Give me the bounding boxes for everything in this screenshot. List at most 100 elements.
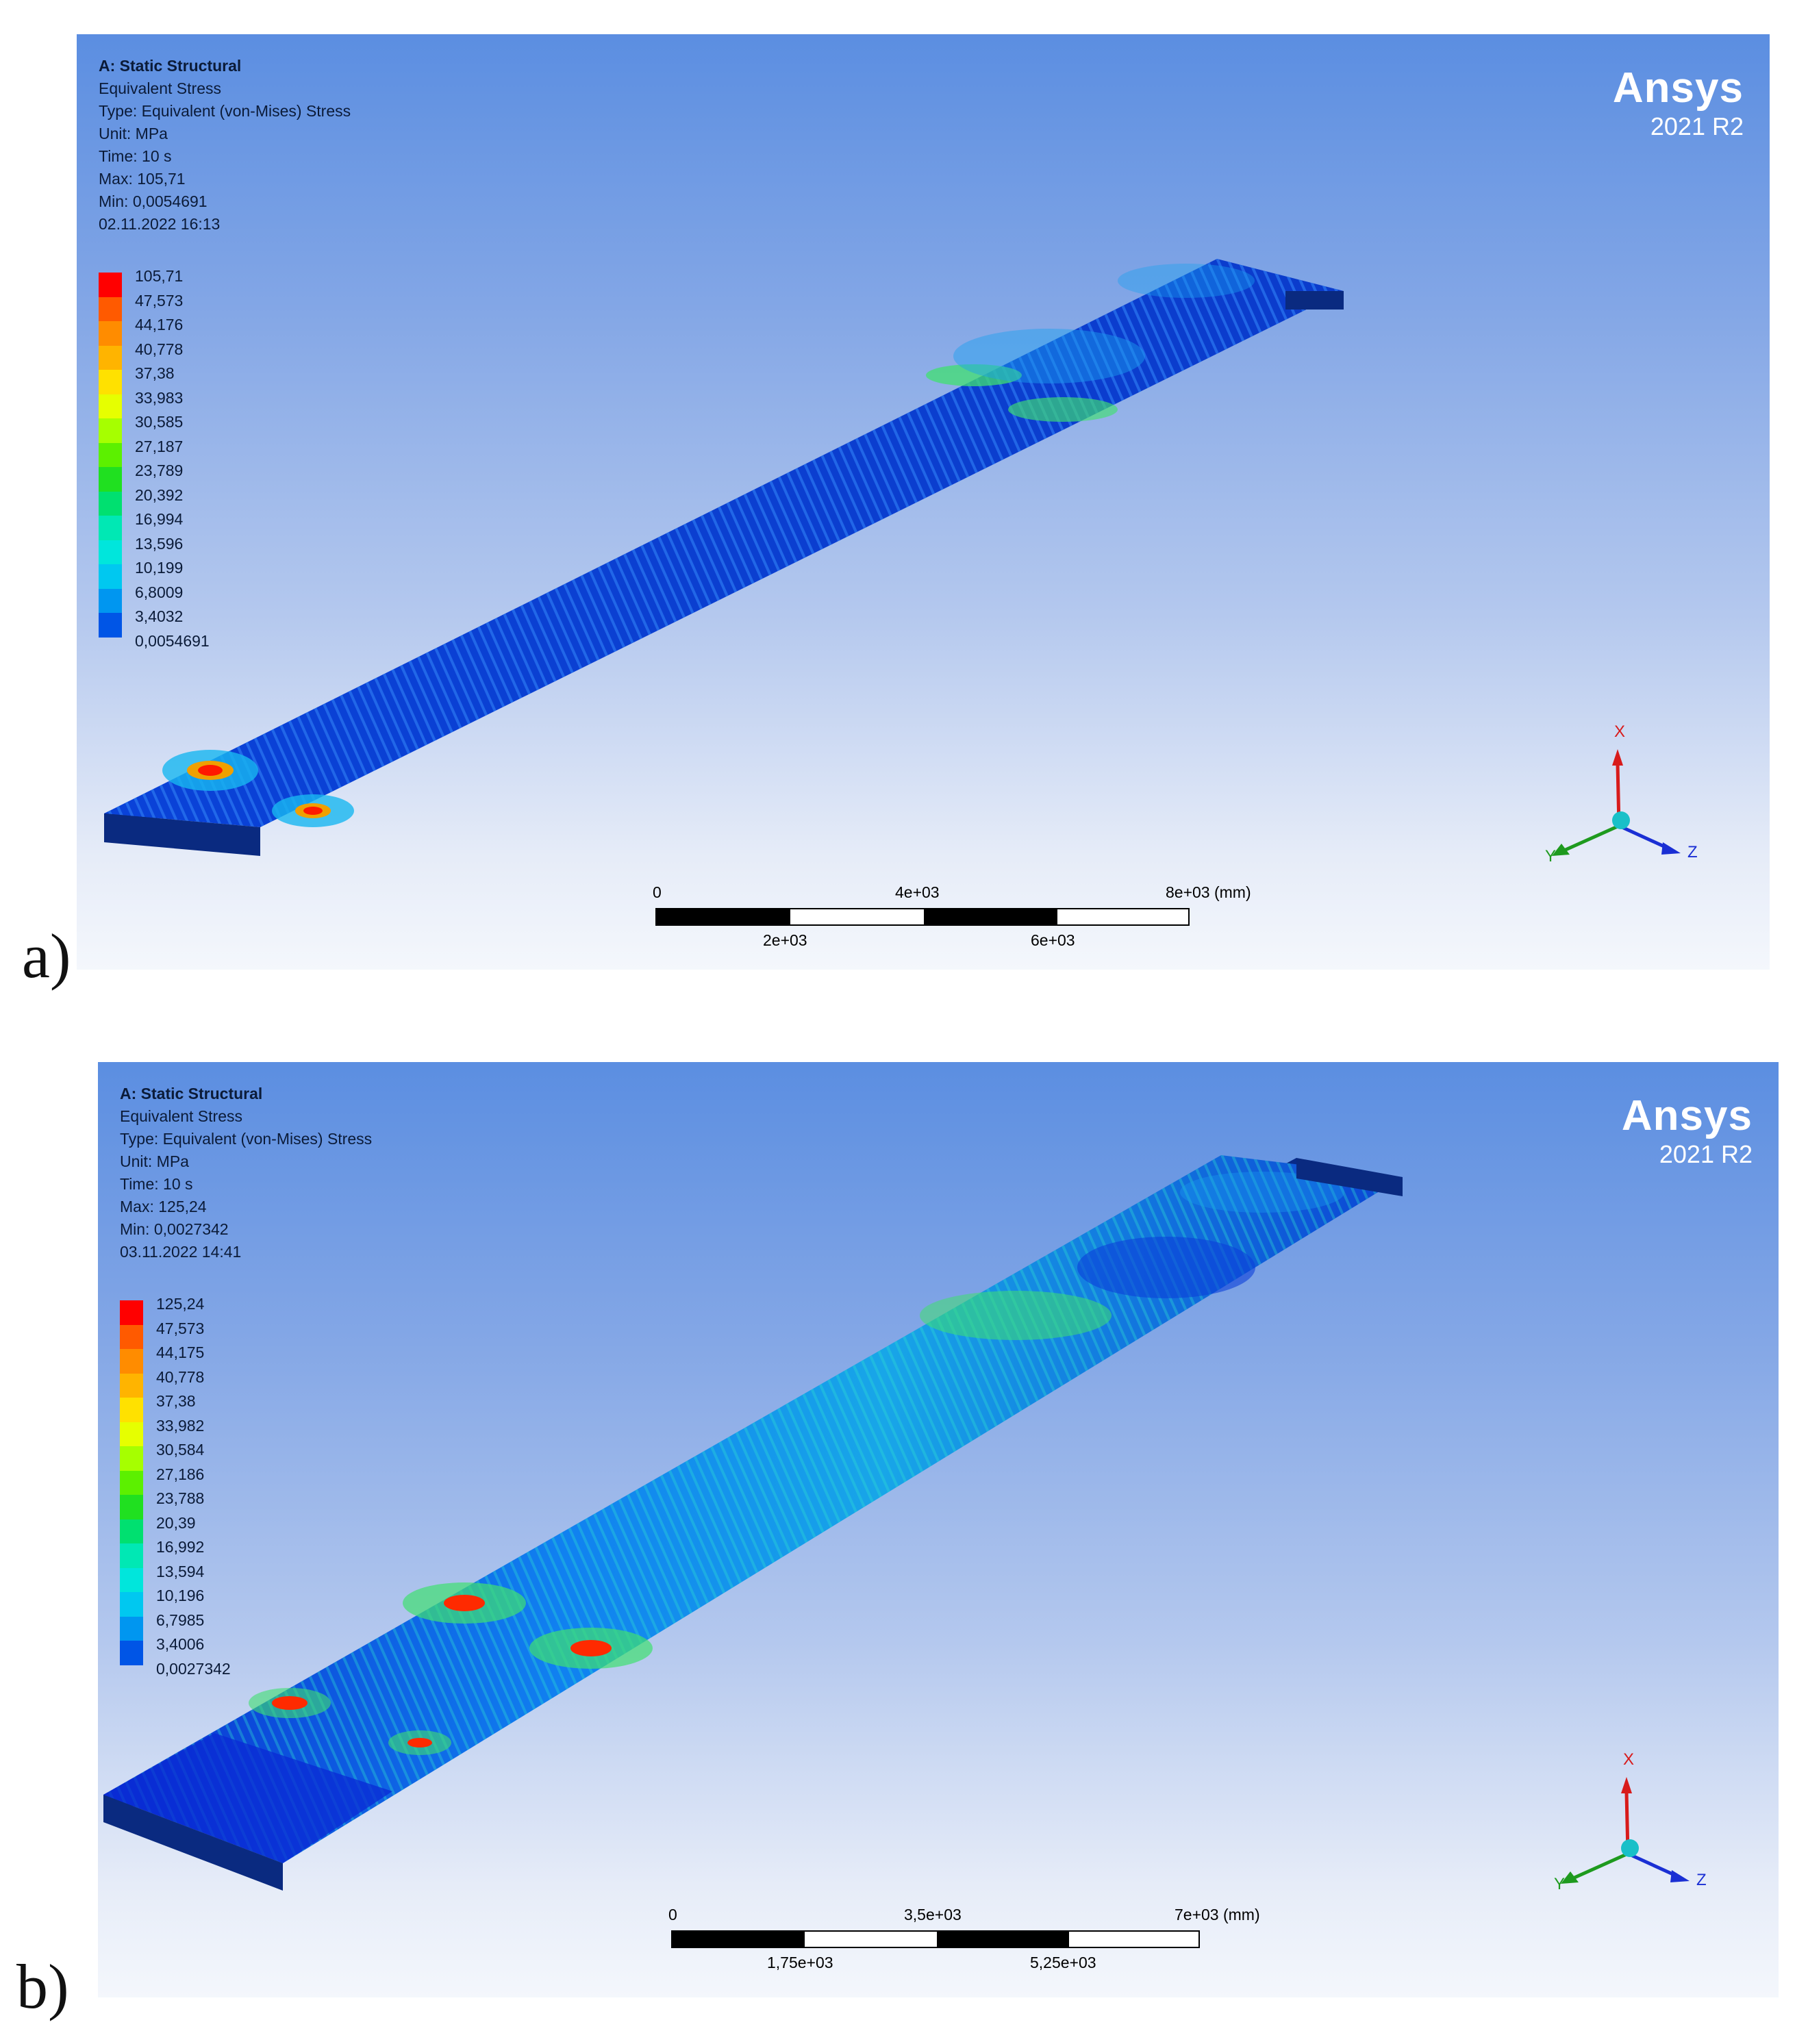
info-type: Type: Equivalent (von-Mises) Stress xyxy=(120,1130,373,1148)
legend-value: 13,594 xyxy=(156,1562,205,1580)
info-unit: Unit: MPa xyxy=(120,1152,189,1170)
legend-value: 23,788 xyxy=(156,1489,205,1507)
legend-swatch xyxy=(99,394,122,419)
scale-label: 4e+03 xyxy=(895,883,940,901)
legend-value: 40,778 xyxy=(156,1367,205,1386)
legend-swatch xyxy=(99,588,122,614)
triad-x-label: X xyxy=(1623,1750,1634,1769)
legend-value: 44,175 xyxy=(156,1343,205,1361)
legend-value: 0,0054691 xyxy=(135,631,210,650)
ansys-logo: Ansys 2021 R2 xyxy=(1613,67,1744,144)
legend-swatch xyxy=(99,296,122,322)
brand-name: Ansys xyxy=(1621,1092,1753,1139)
brand-version: 2021 R2 xyxy=(1659,1140,1753,1168)
legend-swatch xyxy=(99,564,122,589)
legend-value: 37,38 xyxy=(156,1392,196,1410)
info-date: 03.11.2022 14:41 xyxy=(120,1243,242,1261)
triad-z-label: Z xyxy=(1687,843,1698,861)
structure-model xyxy=(103,1155,1403,1891)
legend-swatch xyxy=(99,345,122,370)
legend-swatch xyxy=(120,1495,143,1519)
legend-value: 16,992 xyxy=(156,1538,205,1556)
legend-swatch xyxy=(120,1567,143,1593)
legend-swatch xyxy=(99,370,122,394)
legend-swatch xyxy=(120,1543,143,1568)
info-result: Equivalent Stress xyxy=(120,1107,242,1125)
legend-value: 6,7985 xyxy=(156,1611,205,1629)
triad-y-label: Y xyxy=(1554,1875,1565,1893)
triad-graphic: X Y Z xyxy=(1545,722,1698,866)
legend-swatch xyxy=(99,273,122,297)
legend-value: 20,39 xyxy=(156,1513,196,1532)
legend-value: 13,596 xyxy=(135,534,184,553)
scale-bar-graphic xyxy=(655,908,1190,926)
info-min: Min: 0,0054691 xyxy=(99,192,208,210)
axis-triad[interactable]: X Y Z xyxy=(1525,1750,1731,1929)
scale-label: 0 xyxy=(668,1906,677,1923)
panel-label-a: a) xyxy=(22,921,71,991)
info-unit: Unit: MPa xyxy=(99,125,168,142)
axis-triad[interactable]: X Y Z xyxy=(1516,722,1722,901)
legend-swatch xyxy=(120,1373,143,1398)
info-type: Type: Equivalent (von-Mises) Stress xyxy=(99,102,351,120)
legend-swatch xyxy=(120,1616,143,1641)
result-info: A: Static Structural Equivalent Stress T… xyxy=(120,1083,372,1263)
legend-value: 27,186 xyxy=(156,1465,205,1483)
legend-value: 33,982 xyxy=(156,1416,205,1435)
info-min: Min: 0,0027342 xyxy=(120,1220,229,1238)
legend-value: 47,573 xyxy=(135,291,184,310)
legend-swatch xyxy=(120,1519,143,1544)
brand-version: 2021 R2 xyxy=(1650,112,1744,140)
legend-swatch xyxy=(99,418,122,443)
scale-label: 2e+03 xyxy=(763,931,807,949)
legend-swatch xyxy=(120,1349,143,1374)
legend-value: 3,4006 xyxy=(156,1635,205,1653)
legend-value: 23,789 xyxy=(135,462,184,479)
scale-label: 1,75e+03 xyxy=(767,1954,833,1971)
scale-label: 7e+03 (mm) xyxy=(1175,1906,1260,1923)
legend-value: 30,584 xyxy=(156,1441,205,1459)
scale-label: 8e+03 (mm) xyxy=(1166,883,1251,901)
legend-swatch xyxy=(120,1398,143,1422)
viewport-b[interactable]: A: Static Structural Equivalent Stress T… xyxy=(98,1062,1779,1997)
legend-value: 47,573 xyxy=(156,1319,205,1337)
legend-value: 10,199 xyxy=(135,559,184,577)
legend-swatch xyxy=(120,1592,143,1617)
legend-value: 30,585 xyxy=(135,413,184,431)
legend-swatch xyxy=(99,540,122,565)
legend-value: 37,38 xyxy=(135,364,175,382)
brand-name: Ansys xyxy=(1612,64,1744,112)
legend-value: 27,187 xyxy=(135,437,184,455)
legend-value: 20,392 xyxy=(135,485,184,504)
legend-swatch xyxy=(120,1446,143,1471)
legend-value: 6,8009 xyxy=(135,583,184,601)
result-info: A: Static Structural Equivalent Stress T… xyxy=(99,55,351,236)
scale-label: 5,25e+03 xyxy=(1030,1954,1096,1971)
panel-label-b: b) xyxy=(16,1952,69,2021)
legend-swatch xyxy=(99,516,122,540)
legend-value: 40,778 xyxy=(135,340,184,358)
info-time: Time: 10 s xyxy=(99,147,172,165)
info-time: Time: 10 s xyxy=(120,1175,193,1193)
scale-label: 3,5e+03 xyxy=(904,1906,962,1923)
triad-x-label: X xyxy=(1614,722,1625,741)
legend-swatch xyxy=(99,613,122,638)
legend-swatch xyxy=(99,467,122,492)
scale-bar: 0 3,5e+03 7e+03 (mm) 1,75e+03 5,25e+03 xyxy=(668,1906,1260,1981)
legend-value: 10,196 xyxy=(156,1587,205,1604)
legend-value: 105,71 xyxy=(135,267,184,285)
triad-z-label: Z xyxy=(1696,1871,1707,1889)
triad-graphic: X Y Z xyxy=(1554,1750,1707,1893)
info-result: Equivalent Stress xyxy=(99,79,221,97)
legend-swatch xyxy=(99,321,122,346)
scale-label: 6e+03 xyxy=(1031,931,1075,949)
info-title: A: Static Structural xyxy=(120,1085,263,1102)
viewport-a[interactable]: A: Static Structural Equivalent Stress T… xyxy=(77,34,1770,970)
legend-value: 125,24 xyxy=(156,1295,205,1313)
legend-value: 3,4032 xyxy=(135,607,184,625)
triad-y-label: Y xyxy=(1545,847,1556,866)
scale-bar: 0 4e+03 8e+03 (mm) 2e+03 6e+03 xyxy=(653,883,1251,959)
scale-label: 0 xyxy=(653,883,662,901)
legend-swatch xyxy=(120,1470,143,1496)
legend-swatch xyxy=(120,1422,143,1447)
